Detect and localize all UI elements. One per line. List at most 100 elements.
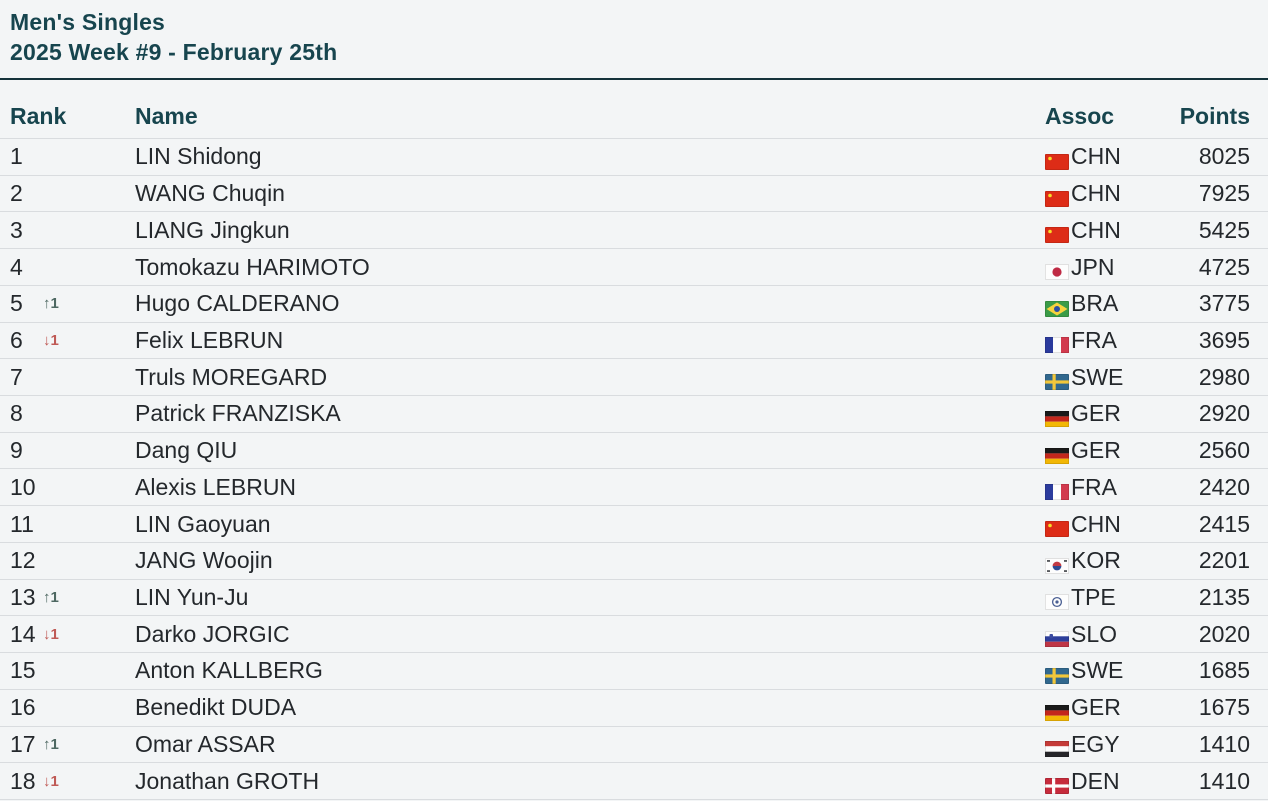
table-row: 7 Truls MOREGARD SWE 2980 [0,359,1268,397]
player-name: WANG Chuqin [135,180,285,207]
rank-cell: 6 ↓ 1 [10,327,135,354]
table-row: 15 Anton KALLBERG SWE 1685 [0,653,1268,690]
assoc-cell: FRA [1045,327,1157,354]
points-value: 1685 [1198,657,1250,684]
assoc-code: JPN [1071,253,1115,280]
assoc-code: CHN [1071,180,1121,207]
rank-cell: 7 [10,364,135,391]
player-name: LIANG Jingkun [135,216,290,243]
page-subtitle: 2025 Week #9 - February 25th [10,39,338,65]
assoc-cell: CHN [1045,143,1157,170]
player-name: Dang QIU [135,437,238,464]
assoc-code: GER [1071,694,1121,721]
fra-flag-icon [1045,332,1069,354]
assoc-cell: CHN [1045,511,1157,538]
chn-flag-icon [1045,186,1069,207]
assoc-code: CHN [1071,216,1121,243]
column-header-points: Points [1179,103,1250,129]
rank-number: 4 [10,253,23,280]
table-row: 4 Tomokazu HARIMOTO JPN 4725 [0,249,1268,286]
swe-flag-icon [1045,663,1069,684]
points-value: 8025 [1198,143,1250,170]
table-row: 14 ↓ 1 Darko JORGIC SLO 2020 [0,616,1268,654]
rank-cell: 10 [10,474,135,501]
rank-number: 2 [10,180,23,207]
table-row: 16 Benedikt DUDA GER 1675 [0,690,1268,727]
player-name: LIN Gaoyuan [135,510,271,537]
table-row: 18 ↓ 1 Jonathan GROTH DEN 1410 [0,763,1268,800]
rank-number: 9 [10,437,23,464]
points-value: 3775 [1198,290,1250,317]
points-value: 2560 [1198,437,1250,464]
down-arrow-icon: ↓ [43,772,51,790]
player-name: Truls MOREGARD [135,363,328,390]
table-row: 11 LIN Gaoyuan CHN 2415 [0,506,1268,543]
ranking-table: Rank Name Assoc Points 1 LIN Shidong CHN 80… [0,80,1268,800]
up-arrow-icon: ↑ [43,588,51,606]
rank-number: 6 [10,326,23,353]
assoc-cell: KOR [1045,547,1157,574]
rank-change-value: 1 [50,735,59,753]
player-name: Omar ASSAR [135,730,276,757]
table-row: 9 Dang QIU GER 2560 [0,433,1268,470]
rank-cell: 13 ↑ 1 [10,584,135,611]
points-value: 4725 [1198,253,1250,280]
table-row: 3 LIANG Jingkun CHN 5425 [0,212,1268,250]
column-header-name: Name [135,103,198,129]
assoc-code: FRA [1071,473,1117,500]
rank-number: 16 [10,694,36,721]
egy-flag-icon [1045,736,1069,758]
assoc-code: TPE [1071,583,1116,610]
table-header-row: Rank Name Assoc Points [0,80,1268,139]
rank-number: 7 [10,363,23,390]
rank-cell: 3 [10,217,135,244]
assoc-code: SLO [1071,620,1118,647]
column-header-rank: Rank [10,103,67,129]
assoc-cell: GER [1045,437,1157,464]
ranking-table-body: 1 LIN Shidong CHN 8025 2 WANG Chuqin CHN 7925 3 L… [0,139,1268,800]
ger-flag-icon [1045,443,1069,464]
player-name: Benedikt DUDA [135,694,297,721]
assoc-code: CHN [1071,510,1121,537]
rank-cell: 17 ↑ 1 [10,731,135,758]
kor-flag-icon [1045,553,1069,574]
points-value: 1410 [1198,730,1250,757]
rank-cell: 4 [10,254,135,281]
rank-up-indicator: ↑ 1 [43,295,59,312]
rank-cell: 11 [10,511,135,538]
assoc-cell: BRA [1045,290,1157,317]
down-arrow-icon: ↓ [43,625,51,643]
assoc-code: FRA [1071,326,1117,353]
points-value: 2135 [1198,583,1250,610]
player-name: Felix LEBRUN [135,326,284,353]
chn-flag-icon [1045,516,1069,538]
swe-flag-icon [1045,369,1069,391]
rank-cell: 5 ↑ 1 [10,290,135,317]
assoc-code: EGY [1071,730,1120,757]
assoc-cell: TPE [1045,584,1157,611]
points-value: 2020 [1198,620,1250,647]
rank-cell: 8 [10,400,135,427]
table-row: 17 ↑ 1 Omar ASSAR EGY 1410 [0,727,1268,764]
player-name: Anton KALLBERG [135,657,323,684]
assoc-code: SWE [1071,657,1124,684]
assoc-cell: FRA [1045,474,1157,501]
player-name: LIN Shidong [135,143,262,170]
table-row: 2 WANG Chuqin CHN 7925 [0,176,1268,213]
assoc-cell: GER [1045,400,1157,427]
assoc-cell: DEN [1045,768,1157,795]
points-value: 1410 [1198,767,1250,794]
rank-cell: 14 ↓ 1 [10,621,135,648]
assoc-code: GER [1071,400,1121,427]
points-value: 3695 [1198,326,1250,353]
rank-up-indicator: ↑ 1 [43,736,59,753]
title-block: Men's Singles 2025 Week #9 - February 25… [0,0,1268,80]
player-name: LIN Yun-Ju [135,583,249,610]
rank-number: 10 [10,473,36,500]
rank-cell: 15 [10,657,135,684]
rank-change-value: 1 [50,295,59,313]
assoc-cell: JPN [1045,254,1157,281]
rank-cell: 18 ↓ 1 [10,768,135,795]
assoc-code: SWE [1071,363,1124,390]
assoc-cell: SLO [1045,621,1157,648]
